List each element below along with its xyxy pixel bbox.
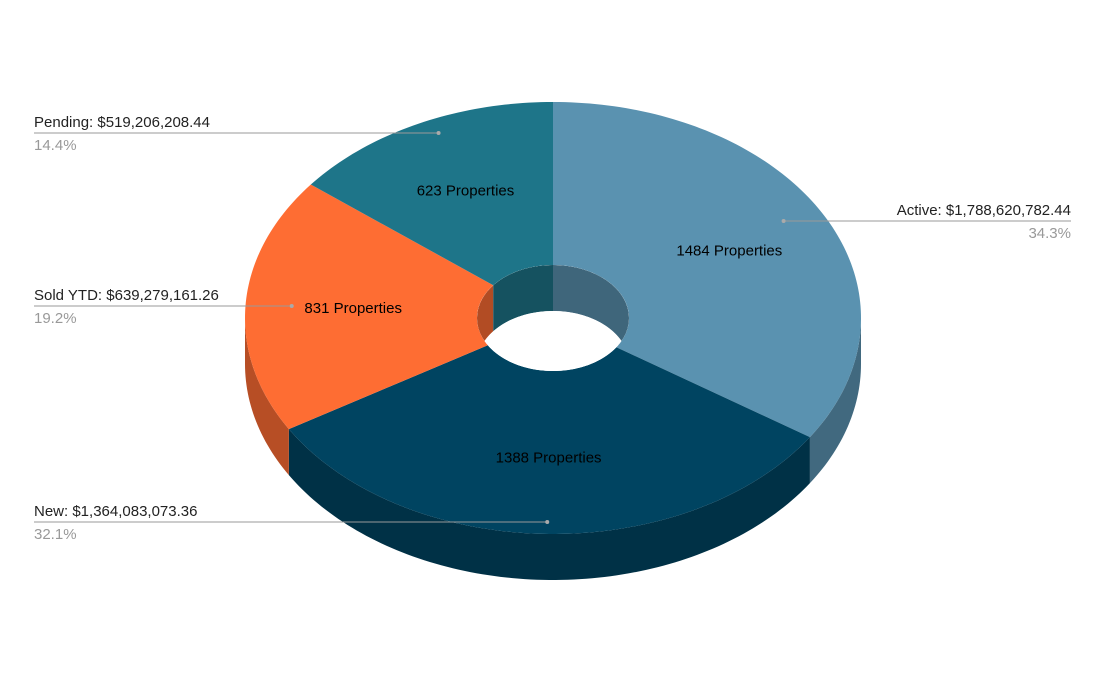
slice: [288, 345, 810, 534]
leader-dot: [289, 304, 294, 308]
percent-label: 34.3%: [1028, 225, 1071, 242]
slice: [553, 102, 861, 438]
leader-dot: [781, 219, 786, 223]
hole-wall: [553, 265, 629, 364]
leader-dot: [436, 131, 441, 135]
slice-label: New: $1,364,083,073.36: [34, 503, 197, 520]
percent-label: 19.2%: [34, 310, 77, 327]
property-label: 831 Properties: [304, 300, 402, 317]
property-label: 1484 Properties: [676, 242, 782, 259]
slice-side: [245, 318, 289, 476]
pie-tops: [245, 102, 861, 534]
slice: [245, 184, 494, 430]
slice: [310, 102, 553, 286]
percent-label: 32.1%: [34, 526, 77, 543]
property-label: 1388 Properties: [496, 449, 602, 466]
pie-sides: [245, 318, 861, 580]
property-label: 623 Properties: [417, 183, 515, 200]
slice-label: Sold YTD: $639,279,161.26: [34, 287, 219, 304]
hole-floor: [477, 311, 629, 371]
slice-label: Pending: $519,206,208.44: [34, 114, 210, 131]
slice-side: [288, 429, 810, 580]
slice-label: Active: $1,788,620,782.44: [897, 202, 1071, 219]
labels: 1484 Properties Active: $1,788,620,782.44…: [34, 114, 1071, 543]
leader-dot: [545, 520, 550, 524]
hole-wall: [493, 265, 553, 332]
percent-label: 14.4%: [34, 137, 77, 154]
slice-side: [809, 318, 861, 484]
